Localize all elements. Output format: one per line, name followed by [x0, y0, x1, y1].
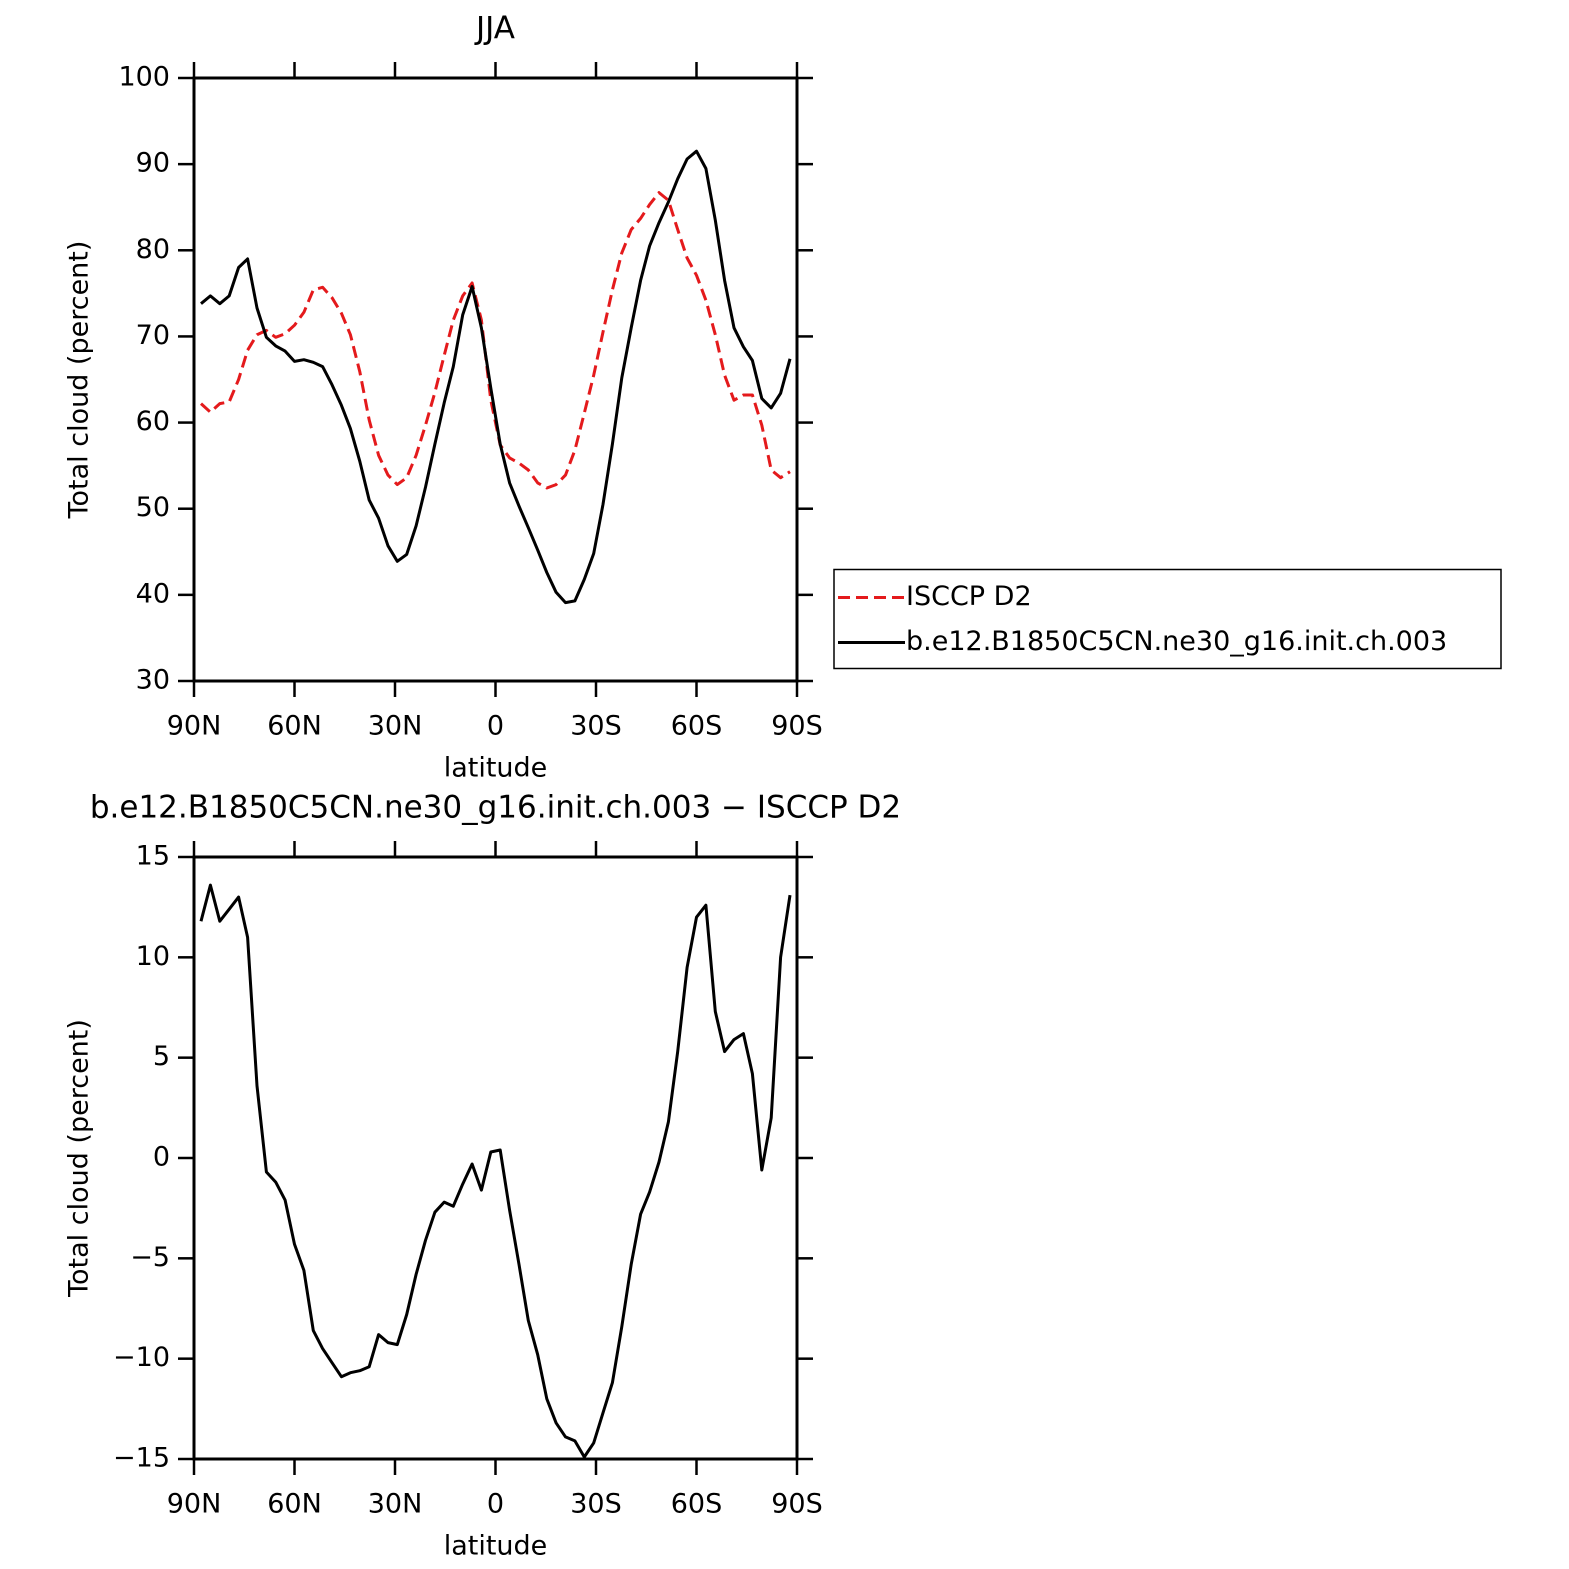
x-tick-label: 30S	[570, 711, 622, 742]
y-tick-label: −10	[113, 1342, 170, 1373]
x-tick-label: 0	[487, 711, 504, 742]
x-tick-label: 60N	[267, 1489, 322, 1520]
data-line	[200, 149, 792, 605]
x-tick-label: 90S	[771, 711, 823, 742]
y-tick-label: 100	[118, 62, 170, 93]
y-tick-label: 30	[136, 665, 170, 696]
y-tick-label: 60	[136, 406, 170, 437]
y-tick-label: 80	[136, 234, 170, 265]
plot-frame	[192, 76, 799, 683]
x-tick-label: 60N	[267, 711, 322, 742]
x-tick-label: 60S	[671, 711, 723, 742]
data-line	[199, 191, 791, 490]
x-tick-label: 60S	[671, 1489, 723, 1520]
y-axis-label: Total cloud (percent)	[64, 241, 95, 520]
y-tick-label: −15	[113, 1443, 170, 1474]
x-tick-label: 30S	[570, 1489, 622, 1520]
data-line	[199, 883, 792, 1459]
y-tick-label: 40	[136, 578, 170, 609]
x-tick-label: 90S	[771, 1489, 823, 1520]
y-tick-label: 5	[153, 1041, 170, 1072]
y-axis-label: Total cloud (percent)	[64, 1019, 95, 1298]
legend-label: b.e12.B1850C5CN.ne30_g16.init.ch.003	[906, 626, 1447, 657]
x-tick-label: 0	[487, 1489, 504, 1520]
x-tick-label: 30N	[368, 711, 423, 742]
x-axis-label: latitude	[444, 753, 548, 784]
y-tick-label: 90	[136, 148, 170, 179]
y-tick-label: 0	[153, 1142, 170, 1173]
x-tick-label: 90N	[167, 1489, 222, 1520]
x-tick-label: 30N	[368, 1489, 423, 1520]
chart-title: JJA	[474, 11, 515, 47]
y-tick-label: 15	[136, 841, 170, 872]
chart-title: b.e12.B1850C5CN.ne30_g16.init.ch.003 − I…	[90, 790, 901, 826]
y-tick-label: 10	[136, 941, 170, 972]
x-axis-label: latitude	[444, 1531, 548, 1562]
y-tick-label: 50	[136, 492, 170, 523]
y-tick-label: 70	[136, 320, 170, 351]
y-tick-label: −5	[130, 1242, 170, 1273]
legend-label: ISCCP D2	[906, 581, 1032, 612]
plot-frame	[192, 855, 799, 1461]
legend-box	[833, 568, 1502, 670]
x-tick-label: 90N	[167, 711, 222, 742]
